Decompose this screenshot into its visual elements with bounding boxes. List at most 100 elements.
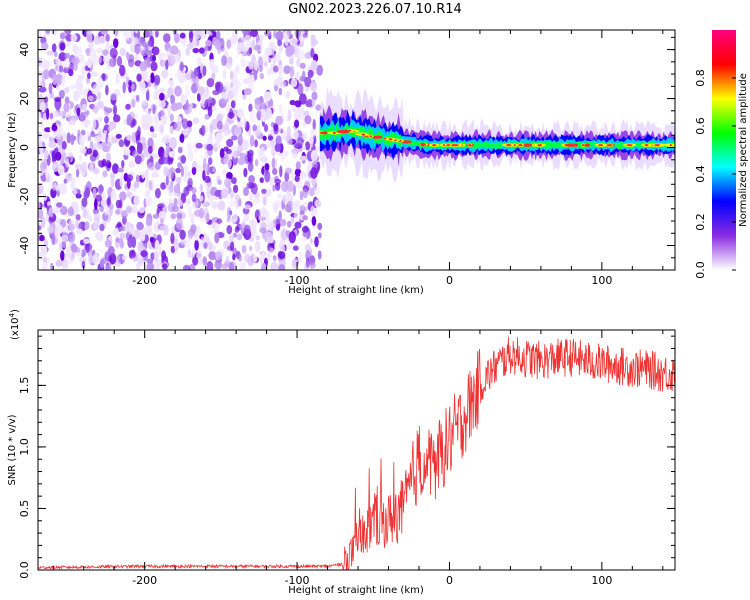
- track-hotspot: [584, 143, 591, 147]
- noise-blob: [147, 137, 154, 150]
- noise-blob: [105, 41, 110, 52]
- noise-blob: [102, 145, 110, 153]
- noise-blob: [273, 200, 282, 209]
- noise-blob: [275, 30, 284, 42]
- noise-blob: [226, 207, 232, 219]
- noise-blob: [119, 191, 127, 201]
- noise-blob: [190, 213, 195, 225]
- noise-blob: [248, 175, 256, 184]
- noise-blob: [102, 170, 108, 178]
- noise-blob: [61, 261, 69, 270]
- noise-blob: [254, 60, 258, 72]
- noise-blob: [122, 81, 126, 94]
- noise-blob: [257, 124, 261, 131]
- noise-blob: [230, 241, 235, 252]
- noise-blob: [308, 187, 315, 197]
- noise-blob: [169, 137, 177, 149]
- noise-blob: [187, 42, 194, 50]
- noise-blob: [154, 161, 161, 170]
- noise-blob: [202, 65, 207, 76]
- noise-blob: [255, 129, 261, 137]
- noise-blob: [304, 76, 312, 88]
- noise-blob: [294, 175, 300, 183]
- noise-blob: [46, 50, 54, 56]
- noise-blob: [180, 94, 188, 105]
- colorbar: 0.0 0.2 0.4 0.6 0.8 Normalized spectral ampl…: [694, 30, 749, 279]
- noise-blob: [204, 175, 211, 183]
- noise-blob: [147, 225, 152, 233]
- noise-blob: [63, 178, 67, 184]
- noise-blob: [65, 157, 70, 168]
- track-hotspot-core: [443, 144, 446, 147]
- noise-blob: [257, 110, 262, 120]
- noise-blob: [258, 215, 262, 221]
- noise-blob: [254, 159, 259, 167]
- noise-blob: [141, 99, 147, 107]
- noise-blob: [155, 261, 163, 268]
- noise-blob: [73, 90, 80, 102]
- noise-blob: [179, 239, 187, 245]
- noise-blob: [144, 169, 149, 181]
- noise-blob: [264, 170, 271, 183]
- noise-blob: [228, 235, 235, 243]
- noise-blob: [121, 210, 128, 219]
- noise-blob: [238, 112, 242, 119]
- noise-blob: [179, 61, 184, 72]
- spectrogram-x-axis-label: Height of straight line (km): [288, 285, 424, 296]
- noise-blob: [259, 34, 264, 41]
- noise-blob: [96, 47, 104, 54]
- noise-blob: [214, 232, 220, 244]
- noise-blob: [294, 100, 302, 108]
- noise-blob: [72, 189, 77, 196]
- noise-blob: [295, 180, 303, 189]
- noise-blob: [141, 171, 146, 179]
- noise-blob: [214, 81, 221, 92]
- noise-blob: [160, 52, 168, 58]
- noise-blob: [102, 49, 109, 56]
- track-hotspot-core: [581, 144, 585, 147]
- noise-blob: [162, 135, 171, 144]
- noise-blob: [226, 39, 231, 50]
- noise-blob: [272, 184, 276, 192]
- noise-blob: [189, 102, 193, 110]
- noise-blob: [184, 164, 188, 176]
- noise-blob: [296, 58, 300, 67]
- noise-blob: [57, 164, 65, 176]
- track-hotspot: [322, 131, 328, 135]
- noise-blob: [268, 41, 275, 49]
- noise-blob: [71, 243, 78, 253]
- noise-blob: [286, 126, 291, 137]
- noise-blob: [139, 80, 146, 92]
- noise-blob: [291, 259, 298, 269]
- noise-blob: [310, 167, 318, 179]
- noise-blob: [99, 205, 105, 213]
- noise-blob: [39, 234, 45, 242]
- noise-blob: [258, 64, 263, 73]
- snr-x-tick-label: -200: [132, 574, 157, 587]
- noise-blob: [133, 180, 140, 189]
- spectrogram-y-tick-label: -40: [18, 237, 31, 255]
- track-hotspot-core: [451, 144, 457, 147]
- noise-blob: [56, 83, 60, 91]
- noise-blob: [170, 55, 176, 66]
- noise-blob: [314, 199, 322, 208]
- noise-blob: [86, 148, 93, 155]
- noise-blob: [192, 47, 200, 54]
- noise-blob: [204, 44, 212, 52]
- noise-blob: [246, 182, 255, 189]
- noise-blob: [104, 205, 109, 216]
- noise-blob: [278, 251, 286, 259]
- noise-blob: [296, 48, 305, 61]
- noise-blob: [199, 195, 204, 202]
- noise-blob: [304, 243, 311, 253]
- noise-blob: [170, 102, 179, 112]
- noise-blob: [272, 168, 278, 175]
- noise-blob: [297, 83, 304, 96]
- noise-blob: [43, 149, 49, 160]
- spectrogram-y-tick-label: -20: [18, 188, 31, 206]
- noise-blob: [100, 198, 107, 207]
- noise-blob: [263, 30, 272, 36]
- noise-blob: [119, 175, 124, 188]
- noise-blob: [249, 245, 253, 252]
- noise-blob: [52, 73, 58, 86]
